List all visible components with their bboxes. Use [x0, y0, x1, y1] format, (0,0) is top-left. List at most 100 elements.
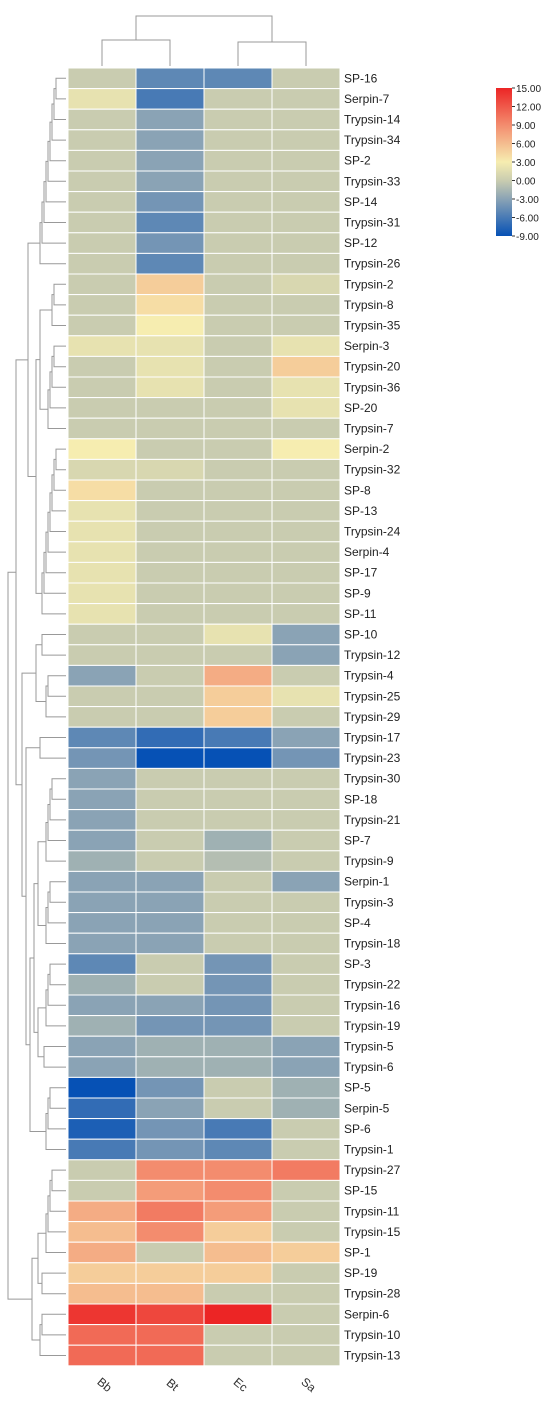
column-labels: Bb Bt Ec Sa: [94, 1375, 318, 1395]
dendrogram-branch: [49, 1087, 66, 1109]
row-label: Trypsin-25: [344, 689, 401, 703]
heatmap-cell: [271, 355, 341, 378]
column-dendrogram: [101, 15, 307, 66]
row-label: Trypsin-3: [344, 895, 394, 909]
heatmap-cell: [203, 1138, 273, 1161]
heatmap-cell: [67, 170, 137, 193]
heatmap-cell: [271, 500, 341, 522]
heatmap-cell: [271, 850, 341, 872]
heatmap-cell: [271, 1303, 341, 1326]
row-label: Trypsin-2: [344, 277, 394, 291]
heatmap-cell: [271, 1015, 341, 1037]
dendrogram-branch: [55, 448, 66, 471]
heatmap-cell: [271, 767, 341, 790]
heatmap-cell: [271, 582, 341, 605]
heatmap-cell: [271, 1138, 341, 1161]
heatmap-cell: [67, 747, 137, 769]
heatmap-cell: [67, 541, 137, 563]
legend-tick-label: 3.00: [516, 158, 536, 169]
heatmap-cell: [67, 335, 137, 357]
heatmap-cell: [67, 953, 137, 975]
heatmap-cell: [203, 767, 273, 790]
dendrogram-branch: [47, 140, 66, 182]
heatmap-cell: [135, 1056, 205, 1078]
row-label: Trypsin-1: [344, 1143, 394, 1157]
row-label: Trypsin-4: [344, 669, 394, 683]
dendrogram-branch: [39, 737, 66, 759]
row-label: Serpin-3: [344, 339, 390, 353]
heatmap-cell: [203, 479, 273, 502]
heatmap-cell: [203, 1303, 273, 1326]
heatmap-cell: [271, 1282, 341, 1305]
heatmap-cell: [271, 1118, 341, 1140]
heatmap-cell: [203, 129, 273, 151]
column-label: Bt: [164, 1376, 182, 1394]
heatmap-cell: [203, 108, 273, 131]
heatmap-cell: [203, 294, 273, 316]
heatmap-cell: [271, 1097, 341, 1120]
heatmap-cell: [271, 1035, 341, 1058]
dendrogram-branch: [49, 881, 66, 903]
heatmap-cell: [203, 1324, 273, 1346]
heatmap-cell: [135, 891, 205, 914]
dendrogram-branch: [35, 644, 46, 702]
heatmap-cell: [135, 417, 205, 440]
column-label: Sa: [298, 1375, 318, 1395]
heatmap-cell: [203, 1262, 273, 1284]
heatmap-cell: [203, 149, 273, 172]
dendrogram-branch: [135, 15, 273, 42]
heatmap-cell: [271, 232, 341, 254]
heatmap-cell: [67, 376, 137, 399]
row-label: SP-6: [344, 1122, 371, 1136]
heatmap-cell: [135, 1179, 205, 1202]
color-legend: 15.00 12.00 9.00 6.00 3.00 0.00 -3.00 -6.00 -9.0…: [496, 84, 541, 243]
heatmap-cell: [203, 664, 273, 687]
dendrogram-branch: [47, 973, 66, 1006]
heatmap-cell: [203, 88, 273, 110]
row-label: Trypsin-7: [344, 422, 394, 436]
legend-tick-label: 6.00: [516, 140, 536, 151]
heatmap-cell: [135, 973, 205, 996]
heatmap-cell: [135, 994, 205, 1017]
row-label: Trypsin-6: [344, 1060, 394, 1074]
heatmap-cell: [203, 706, 273, 728]
dendrogram-branch: [41, 1272, 66, 1295]
heatmap-cell: [135, 1344, 205, 1367]
heatmap-cell: [135, 829, 205, 852]
row-label: Trypsin-10: [344, 1328, 401, 1342]
heatmap-cell: [135, 1200, 205, 1223]
row-label: SP-11: [344, 607, 377, 621]
row-label: Trypsin-27: [344, 1163, 401, 1177]
heatmap-cell: [67, 1282, 137, 1305]
heatmap-cell: [67, 788, 137, 811]
heatmap-cell: [203, 1015, 273, 1037]
heatmap-cell: [271, 788, 341, 811]
heatmap-cell: [67, 726, 137, 749]
heatmap-cell: [271, 129, 341, 151]
heatmap-cell: [67, 1344, 137, 1367]
heatmap-cell: [203, 211, 273, 234]
heatmap-cell: [67, 1159, 137, 1181]
heatmap-cell: [203, 912, 273, 934]
heatmap-cell: [135, 1035, 205, 1058]
heatmap-cell: [67, 1015, 137, 1037]
heatmap-cell: [135, 397, 205, 419]
heatmap-cell: [271, 664, 341, 687]
dendrogram-branch: [41, 634, 66, 656]
heatmap-cell: [67, 1221, 137, 1243]
dendrogram-branch: [21, 672, 36, 897]
dendrogram-branch: [39, 1324, 66, 1356]
heatmap-cell: [67, 294, 137, 316]
heatmap-cell: [203, 850, 273, 872]
heatmap-cell: [67, 88, 137, 110]
heatmap-cell: [135, 129, 205, 151]
row-label: Trypsin-17: [344, 731, 401, 745]
heatmap-cell: [271, 870, 341, 893]
heatmap-cell: [271, 88, 341, 110]
heatmap-cell: [135, 88, 205, 110]
heatmap-cell: [203, 1118, 273, 1140]
heatmap-cell: [135, 541, 205, 563]
dendrogram-branch: [49, 963, 66, 986]
heatmap-cell: [67, 1056, 137, 1078]
heatmap-cell: [271, 335, 341, 357]
